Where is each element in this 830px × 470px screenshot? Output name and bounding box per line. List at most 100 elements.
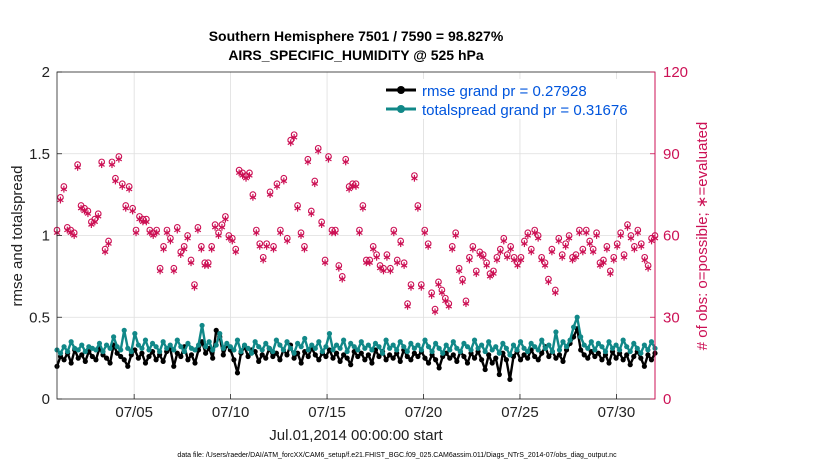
- series-point: [199, 322, 205, 329]
- obs-evaluated-point: [514, 262, 521, 269]
- series-point: [599, 344, 605, 350]
- series-point: [560, 339, 566, 345]
- obs-evaluated-point: [339, 275, 346, 283]
- obs-evaluated-point: [428, 292, 435, 299]
- x-tick-label: 07/05: [115, 404, 153, 421]
- series-point: [571, 324, 577, 330]
- series-point: [397, 339, 403, 345]
- series-point: [397, 358, 403, 364]
- obs-evaluated-point: [435, 281, 442, 288]
- series-point: [620, 337, 626, 343]
- obs-evaluated-point: [548, 248, 556, 256]
- obs-evaluated-point: [373, 253, 380, 261]
- y-tick-label-right: 60: [663, 228, 680, 245]
- series-point: [436, 345, 442, 351]
- series-point: [372, 340, 379, 347]
- series-point: [542, 345, 548, 351]
- series-point: [482, 366, 488, 373]
- series-point: [93, 357, 99, 363]
- series-point: [284, 352, 290, 358]
- series-point: [602, 348, 609, 355]
- obs-evaluated-point: [369, 245, 377, 253]
- obs-evaluated-point: [146, 229, 154, 237]
- series-point: [588, 339, 594, 345]
- obs-evaluated-point: [421, 229, 428, 237]
- series-point: [210, 347, 216, 353]
- legend-rmse-marker: [397, 86, 405, 94]
- series-point: [107, 360, 113, 366]
- series-point: [203, 344, 209, 350]
- series-point: [581, 342, 587, 348]
- series-point: [270, 353, 276, 360]
- obs-evaluated-point: [407, 283, 415, 291]
- series-point: [330, 347, 336, 353]
- series-point: [185, 340, 191, 347]
- obs-evaluated-point: [160, 245, 167, 253]
- obs-evaluated-point: [325, 155, 332, 163]
- series-point: [521, 345, 527, 351]
- series-point: [256, 344, 262, 350]
- obs-evaluated-point: [545, 278, 552, 286]
- series-point: [369, 360, 375, 366]
- series-point: [563, 344, 570, 350]
- series-point: [210, 355, 216, 361]
- series-point: [89, 353, 95, 360]
- series-point: [394, 347, 400, 353]
- series-point: [132, 331, 138, 337]
- series-point: [82, 358, 88, 364]
- series-point: [139, 345, 145, 351]
- series-point: [549, 348, 555, 355]
- series-point: [525, 348, 531, 355]
- legend-box: [384, 79, 650, 119]
- series-point: [404, 353, 410, 360]
- y-tick-label-right: 120: [663, 64, 688, 81]
- series-point: [280, 347, 287, 353]
- series-point: [525, 355, 531, 361]
- obs-evaluated-point: [486, 272, 494, 280]
- series-point: [362, 357, 368, 363]
- obs-evaluated-point: [607, 270, 614, 278]
- series-point: [188, 352, 195, 358]
- obs-evaluated-point: [366, 259, 373, 267]
- obs-evaluated-point: [167, 237, 174, 245]
- series-point: [606, 360, 612, 366]
- series-point: [118, 347, 124, 353]
- obs-evaluated-point: [538, 256, 545, 264]
- obs-evaluated-point: [603, 245, 611, 253]
- obs-evaluated-point: [132, 229, 140, 237]
- y-axis-left: 0 0.5 1 1.5 2: [29, 64, 62, 408]
- series-point: [422, 337, 428, 343]
- obs-evaluated-point: [524, 232, 532, 239]
- series-point: [592, 347, 598, 353]
- obs-evaluated-point: [284, 237, 291, 245]
- obs-evaluated-point: [624, 223, 631, 231]
- series-point: [486, 352, 492, 358]
- obs-evaluated-point: [77, 204, 85, 212]
- series-point: [171, 347, 177, 353]
- series-point: [556, 347, 563, 353]
- obs-evaluated-point: [342, 158, 349, 166]
- obs-evaluated-point: [318, 221, 325, 228]
- series-point: [415, 342, 421, 348]
- obs-evaluated-point: [136, 215, 143, 223]
- series-point: [79, 342, 85, 348]
- obs-evaluated-point: [280, 177, 288, 185]
- obs-evaluated-point: [94, 213, 102, 220]
- obs-evaluated-point: [613, 243, 621, 250]
- series-point: [139, 350, 145, 356]
- legend: rmse grand pr = 0.27928 totalspread gran…: [384, 79, 650, 119]
- series-totalspread: [54, 314, 658, 358]
- obs-evaluated-point: [596, 262, 604, 269]
- series-point: [422, 355, 428, 361]
- obs-evaluated-point: [562, 243, 569, 250]
- y-tick-label-left: 1.5: [29, 146, 50, 163]
- series-point: [135, 342, 141, 348]
- series-point: [539, 337, 545, 343]
- series-point: [114, 350, 120, 356]
- series-point: [259, 347, 265, 353]
- series-point: [464, 360, 471, 366]
- chart-title: Southern Hemisphere 7501 / 7590 = 98.827…: [209, 28, 504, 44]
- series-point: [270, 348, 276, 355]
- obs-evaluated-point: [445, 302, 453, 310]
- obs-evaluated-point: [198, 245, 205, 253]
